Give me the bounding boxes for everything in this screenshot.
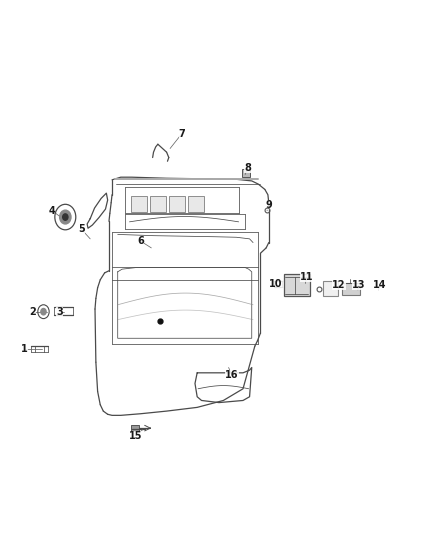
Text: 6: 6	[137, 236, 144, 246]
Text: 2: 2	[29, 306, 35, 317]
Text: 8: 8	[244, 163, 251, 173]
Circle shape	[41, 309, 46, 315]
Text: 5: 5	[78, 224, 85, 235]
Circle shape	[60, 210, 71, 224]
Text: 7: 7	[179, 128, 185, 139]
FancyBboxPatch shape	[242, 169, 250, 176]
Text: 13: 13	[352, 280, 365, 290]
FancyBboxPatch shape	[150, 196, 166, 212]
FancyBboxPatch shape	[342, 283, 360, 295]
Text: 16: 16	[225, 370, 239, 381]
Text: 11: 11	[300, 272, 313, 282]
FancyBboxPatch shape	[169, 196, 185, 212]
FancyBboxPatch shape	[131, 425, 139, 431]
FancyBboxPatch shape	[284, 274, 310, 296]
Text: 9: 9	[266, 200, 272, 211]
FancyBboxPatch shape	[323, 281, 338, 296]
FancyBboxPatch shape	[188, 196, 204, 212]
Text: 14: 14	[373, 280, 386, 290]
Text: 4: 4	[49, 206, 56, 216]
FancyBboxPatch shape	[131, 196, 147, 212]
Text: 1: 1	[21, 344, 28, 354]
Text: 10: 10	[269, 279, 283, 288]
Text: 12: 12	[332, 280, 346, 290]
Text: 3: 3	[56, 306, 63, 317]
Text: 15: 15	[129, 431, 143, 441]
Circle shape	[63, 214, 68, 220]
